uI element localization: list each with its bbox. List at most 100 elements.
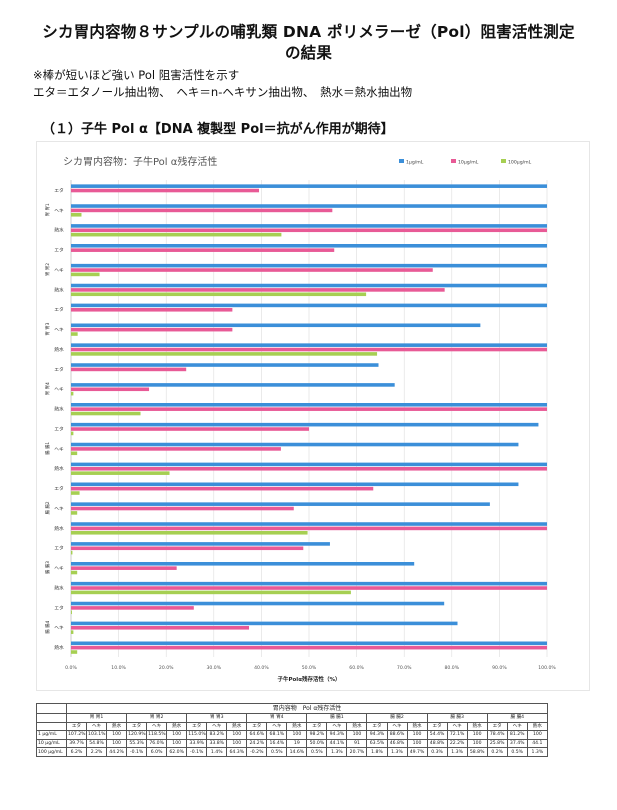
- category-label: ヘキ: [54, 267, 64, 273]
- table-group-header: 胃 胃1: [65, 713, 128, 723]
- category-label: エタ: [54, 545, 64, 552]
- table-group-header: 胃 胃3: [186, 713, 248, 723]
- category-label: 熱水: [54, 286, 64, 293]
- bar-3: [71, 292, 367, 297]
- table-cell: 46.8%: [386, 738, 408, 749]
- category-label: ヘキ: [54, 566, 64, 572]
- category-label: 熱水: [54, 406, 64, 413]
- group-label: 腸 腸4: [45, 621, 51, 634]
- table-cell: 0.2%: [486, 747, 508, 757]
- table-sub-header: 熱水: [106, 721, 128, 732]
- table-sub-header: 熱水: [466, 721, 488, 732]
- table-cell: 49.7%: [406, 747, 428, 757]
- chart-frame: シカ胃内容物：子牛Pol α残存活性 1μg/mL 10μg/mL 100μg/mL 0…: [36, 141, 590, 691]
- table-group-header: 胃 胃2: [126, 713, 188, 723]
- table-cell: 100: [286, 730, 308, 740]
- bar-1: [71, 283, 547, 288]
- bar-3: [71, 411, 141, 416]
- bar-1: [71, 263, 547, 268]
- table-cell: 16.4%: [266, 738, 288, 749]
- note-bar-meaning: ※棒が短いほど強い Pol 阻害活性を示す: [33, 68, 240, 82]
- bar-3: [71, 570, 78, 575]
- table-cell: 0.5%: [306, 747, 328, 757]
- table-cell: 25.8%: [486, 738, 508, 749]
- table-title: 胃内容物 Pol α残存活性: [66, 703, 548, 714]
- bar-3: [71, 272, 100, 277]
- bar-1: [71, 323, 481, 328]
- table-sub-header: 熱水: [226, 721, 248, 732]
- table-cell: 14.6%: [286, 747, 308, 757]
- table-cell: 62.0%: [166, 747, 188, 757]
- x-tick-label: 50.0%: [302, 665, 317, 671]
- table-title-row: 胃内容物 Pol α残存活性: [36, 703, 548, 714]
- group-label: 胃 胃2: [45, 263, 51, 276]
- bar-2: [71, 367, 187, 372]
- bar-3: [71, 391, 74, 396]
- category-label: エタ: [54, 247, 64, 254]
- table-sub-header: ヘキ: [206, 721, 228, 732]
- table-cell: 0.3%: [426, 747, 448, 757]
- legend-label: 100μg/mL: [508, 160, 532, 166]
- bar-1: [71, 442, 519, 447]
- bar-3: [71, 212, 82, 217]
- legend-swatch: [451, 159, 456, 163]
- group-label: 胃 胃3: [45, 322, 51, 335]
- table-cell: 76.0%: [146, 738, 168, 749]
- table-corner-cell: [36, 713, 67, 723]
- table-cell: -0.1%: [186, 747, 208, 757]
- group-label: 胃 胃4: [45, 382, 51, 395]
- bar-1: [71, 184, 547, 188]
- table-cell: 54.4%: [426, 730, 448, 740]
- category-label: 熱水: [54, 644, 64, 651]
- table-sub-header: エタ: [366, 721, 388, 732]
- bar-2: [71, 188, 260, 193]
- bar-2: [71, 208, 333, 213]
- bar-2: [71, 447, 281, 451]
- x-tick-label: 90.0%: [492, 665, 507, 671]
- bar-2: [71, 645, 547, 650]
- table-cell: 54.8%: [86, 738, 108, 749]
- category-label: エタ: [54, 485, 64, 492]
- bar-1: [71, 522, 547, 526]
- table-cell: 19: [286, 738, 308, 749]
- table-cell: 24.2%: [246, 738, 268, 749]
- table-sub-header: ヘキ: [146, 721, 168, 732]
- table-sub-header-row: エタ ヘキ 熱水 エタ ヘキ 熱水 エタ ヘキ 熱水 エタ ヘキ 熱水 エタ ヘキ 熱水 エタ ヘキ 熱水 エタ ヘキ…: [36, 721, 549, 732]
- table-cell: 100: [226, 738, 248, 749]
- bar-2: [71, 506, 294, 511]
- table-cell: 44.1: [526, 738, 549, 749]
- bar-1: [71, 542, 330, 546]
- bar-2: [71, 288, 445, 292]
- bar-3: [71, 471, 170, 475]
- table-cell: 64.3%: [226, 747, 248, 757]
- category-label: 熱水: [54, 346, 64, 353]
- table-sub-header: 熱水: [166, 721, 188, 732]
- table-cell: 37.4%: [506, 738, 528, 749]
- bar-3: [71, 352, 378, 356]
- table-sub-header: エタ: [486, 721, 508, 732]
- bar-1: [71, 581, 547, 586]
- table-sub-header: ヘキ: [266, 721, 288, 732]
- table-sub-header: ヘキ: [86, 721, 108, 732]
- bar-3: [71, 451, 78, 456]
- legend-swatch: [501, 159, 506, 163]
- table-sub-header: エタ: [306, 721, 328, 732]
- table-cell: 100: [466, 730, 488, 740]
- x-tick-label: 0.0%: [65, 665, 77, 671]
- bar-1: [71, 482, 519, 487]
- category-label: ヘキ: [54, 506, 64, 512]
- table-cell: 33.9%: [186, 738, 208, 749]
- table-cell: 50.0%: [306, 738, 328, 749]
- category-label: エタ: [54, 604, 64, 611]
- x-tick-label: 30.0%: [207, 665, 222, 671]
- table-cell: 68.1%: [266, 730, 288, 740]
- x-tick-label: 100.0%: [538, 665, 556, 671]
- title-line-1: シカ胃内容物８サンプルの哺乳類 DNA ポリメラーゼ（Pol）阻害活性測定: [42, 23, 575, 41]
- table-cell: 98.2%: [306, 730, 328, 740]
- bar-2: [71, 526, 547, 531]
- bar-3: [71, 332, 78, 336]
- category-label: ヘキ: [54, 446, 64, 452]
- bar-1: [71, 502, 490, 506]
- bar-3: [71, 530, 308, 535]
- x-tick-label: 40.0%: [254, 665, 269, 671]
